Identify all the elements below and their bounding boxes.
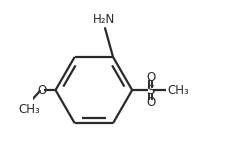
Text: S: S xyxy=(146,84,154,97)
Text: CH₃: CH₃ xyxy=(166,84,188,97)
Text: O: O xyxy=(145,71,154,84)
Text: O: O xyxy=(37,84,46,97)
Text: O: O xyxy=(145,96,154,109)
Text: CH₃: CH₃ xyxy=(19,103,40,116)
Text: H₂N: H₂N xyxy=(93,13,115,26)
